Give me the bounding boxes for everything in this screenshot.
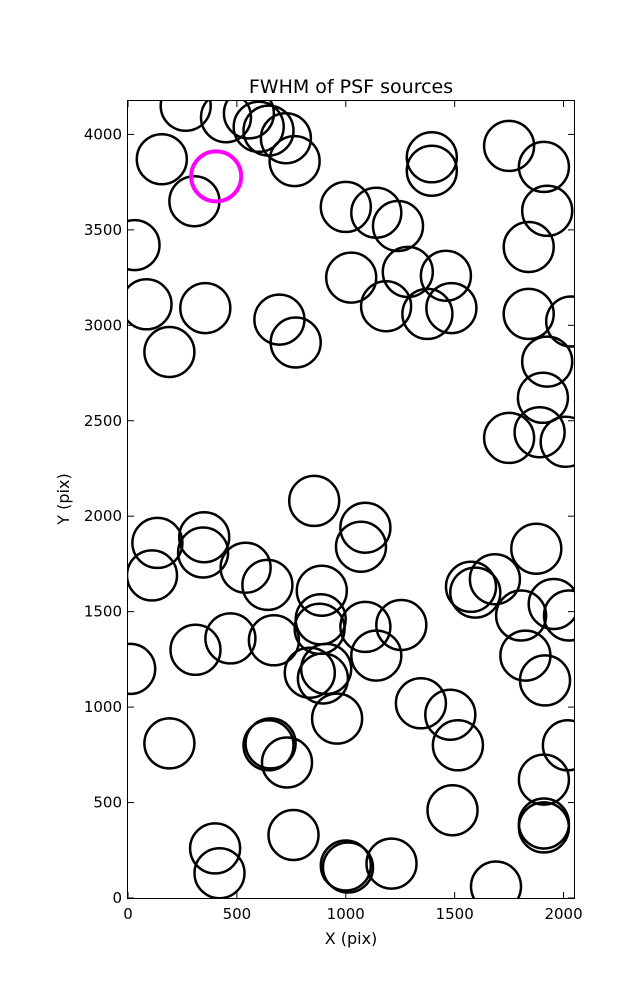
- ticks-layer: 0 500 1000 1500 2000 0 500 1000 1500 2000 2500 3000…: [84, 101, 583, 923]
- y-tick-label: 1500: [84, 603, 122, 621]
- source-marker: [520, 335, 574, 388]
- source-marker: [177, 510, 231, 564]
- source-marker: [401, 287, 454, 341]
- source-marker: [426, 783, 479, 837]
- source-marker: [339, 501, 392, 554]
- markers-layer: [127, 100, 575, 899]
- y-tick-label: 2500: [84, 412, 122, 430]
- source-marker: [127, 642, 157, 696]
- source-marker: [502, 287, 555, 341]
- source-marker: [359, 279, 413, 333]
- y-axis-label: Y (pix): [54, 473, 73, 525]
- source-marker: [424, 688, 477, 741]
- source-marker: [482, 411, 536, 465]
- source-marker: [267, 808, 320, 862]
- source-marker: [520, 184, 574, 238]
- source-marker: [244, 717, 297, 770]
- source-marker: [419, 249, 473, 302]
- source-marker: [468, 552, 522, 606]
- source-marker: [269, 316, 322, 369]
- y-tick-label: 3000: [84, 316, 122, 334]
- y-tick-label: 2000: [84, 507, 122, 525]
- source-marker: [259, 111, 313, 165]
- x-tick-label: 1500: [436, 905, 474, 923]
- source-marker: [516, 371, 570, 425]
- source-marker: [405, 131, 459, 184]
- source-marker: [135, 132, 189, 186]
- source-marker: [310, 692, 364, 745]
- source-marker: [517, 753, 571, 806]
- source-marker: [127, 278, 173, 331]
- source-marker: [449, 566, 502, 619]
- source-marker: [143, 325, 196, 379]
- source-marker: [127, 218, 161, 272]
- source-marker: [444, 560, 498, 614]
- source-marker: [299, 642, 353, 696]
- source-marker: [127, 549, 179, 602]
- source-marker: [334, 520, 388, 573]
- source-marker: [539, 415, 575, 469]
- source-marker: [324, 251, 378, 304]
- y-tick-label: 500: [93, 794, 122, 812]
- source-marker: [260, 736, 314, 789]
- source-marker: [296, 652, 350, 705]
- source-marker: [241, 558, 294, 612]
- source-marker: [469, 860, 523, 899]
- source-marker: [339, 600, 392, 654]
- x-tick-label: 2000: [544, 905, 582, 923]
- y-tick-label: 4000: [84, 125, 122, 143]
- source-marker: [219, 541, 272, 594]
- source-marker: [295, 564, 349, 617]
- source-marker: [482, 119, 536, 173]
- source-marker: [494, 589, 548, 642]
- source-marker: [159, 100, 212, 133]
- source-marker: [502, 220, 555, 274]
- source-marker: [542, 589, 575, 642]
- source-marker: [365, 837, 418, 890]
- source-marker: [405, 144, 459, 197]
- chart-title: FWHM of PSF sources: [249, 76, 453, 98]
- source-marker: [283, 646, 337, 699]
- source-marker: [204, 612, 257, 665]
- source-marker: [350, 629, 403, 682]
- x-axis-label: X (pix): [325, 929, 378, 948]
- source-marker: [222, 100, 276, 140]
- y-tick-label: 0: [112, 889, 122, 907]
- source-marker: [394, 677, 448, 730]
- source-marker: [517, 801, 571, 854]
- source-marker: [199, 100, 253, 144]
- source-marker: [179, 281, 232, 335]
- source-marker: [513, 405, 566, 459]
- source-marker: [319, 180, 373, 234]
- y-tick-label: 1000: [84, 698, 122, 716]
- source-marker: [517, 140, 571, 194]
- source-marker: [371, 199, 425, 253]
- x-tick-label: 500: [223, 905, 252, 923]
- source-marker: [247, 614, 301, 667]
- plot-frame: [127, 100, 575, 899]
- source-marker: [319, 839, 373, 892]
- source-marker: [131, 516, 184, 570]
- source-marker: [232, 100, 285, 154]
- source-marker: [510, 522, 563, 575]
- x-tick-label: 0: [123, 905, 133, 923]
- source-marker: [143, 717, 196, 770]
- highlighted-source-marker: [189, 149, 244, 204]
- source-marker: [176, 526, 230, 579]
- source-marker: [287, 474, 341, 528]
- y-tick-label: 3500: [84, 221, 122, 239]
- source-marker: [544, 295, 575, 348]
- x-tick-label: 1000: [327, 905, 365, 923]
- source-marker: [188, 822, 242, 875]
- source-marker: [169, 623, 222, 677]
- source-marker: [321, 841, 375, 894]
- source-marker: [431, 719, 485, 772]
- source-marker: [527, 577, 575, 631]
- source-marker: [268, 134, 321, 188]
- source-marker: [242, 719, 295, 772]
- source-marker: [518, 654, 572, 707]
- source-marker: [425, 281, 478, 335]
